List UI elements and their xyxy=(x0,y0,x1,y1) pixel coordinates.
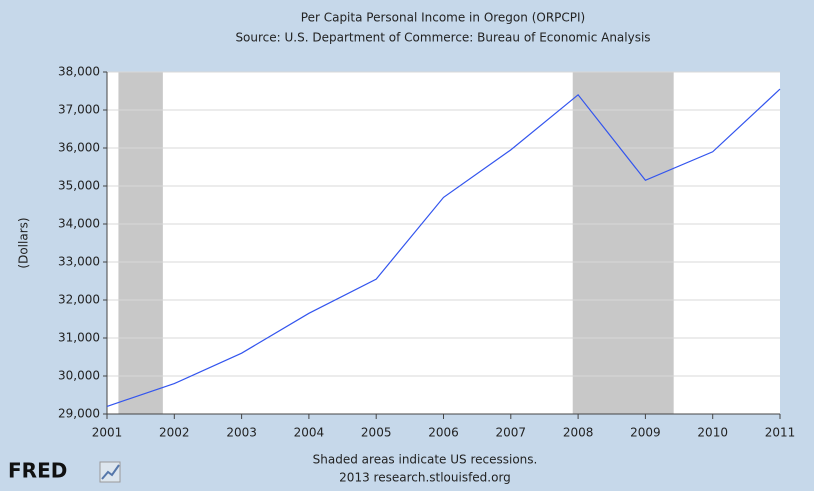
credit: 2013 research.stlouisfed.org xyxy=(339,471,511,485)
note: Shaded areas indicate US recessions. xyxy=(313,453,538,467)
y-tick-label: 29,000 xyxy=(58,407,100,421)
x-tick-label: 2004 xyxy=(294,426,325,440)
y-tick-label: 37,000 xyxy=(58,103,100,117)
x-tick-label: 2009 xyxy=(630,426,661,440)
logo-line xyxy=(101,464,120,480)
x-tick-label: 2006 xyxy=(428,426,459,440)
y-tick-label: 34,000 xyxy=(58,217,100,231)
y-tick-label: 31,000 xyxy=(58,331,100,345)
y-tick-label: 35,000 xyxy=(58,179,100,193)
x-tick-label: 2002 xyxy=(159,426,190,440)
plot-area xyxy=(107,72,780,414)
y-tick-label: 32,000 xyxy=(58,293,100,307)
x-tick-label: 2008 xyxy=(563,426,594,440)
x-tick-label: 2010 xyxy=(697,426,728,440)
x-tick-label: 2001 xyxy=(92,426,123,440)
data-line xyxy=(106,88,781,407)
x-tick-label: 2003 xyxy=(226,426,257,440)
chart-subtitle: Source: U.S. Department of Commerce: Bur… xyxy=(235,31,650,45)
y-tick-label: 33,000 xyxy=(58,255,100,269)
plot-layer xyxy=(107,71,780,415)
recession-band xyxy=(572,72,674,414)
y-axis-label: (Dollars) xyxy=(17,217,31,268)
logo-icon xyxy=(99,461,121,483)
y-tick-label: 38,000 xyxy=(58,65,100,79)
recession-band xyxy=(118,72,163,414)
x-tick-label: 2007 xyxy=(496,426,527,440)
y-tick-label: 36,000 xyxy=(58,141,100,155)
logo: FRED xyxy=(8,459,67,483)
y-tick-label: 30,000 xyxy=(58,369,100,383)
x-tick-label: 2011 xyxy=(765,426,796,440)
x-tick-label: 2005 xyxy=(361,426,392,440)
chart-title: Per Capita Personal Income in Oregon (OR… xyxy=(301,11,585,25)
